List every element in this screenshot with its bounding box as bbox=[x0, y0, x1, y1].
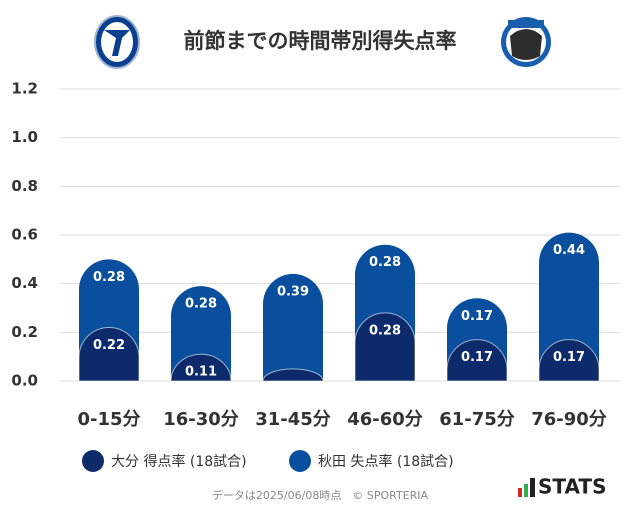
legend-swatch bbox=[289, 450, 311, 472]
chart-title: 前節までの時間帯別得失点率 bbox=[184, 29, 457, 53]
bar-segment bbox=[78, 327, 140, 382]
bar-segment bbox=[538, 339, 600, 382]
brand: STATS bbox=[538, 475, 606, 499]
data-label: 0.28 bbox=[369, 255, 401, 270]
y-tick-label: 1.2 bbox=[11, 80, 38, 98]
x-tick-label: 31-45分 bbox=[255, 409, 331, 430]
x-tick-label: 16-30分 bbox=[163, 409, 239, 430]
y-tick-label: 1.0 bbox=[11, 128, 38, 146]
bar-segment bbox=[263, 273, 323, 381]
legend-label: 秋田 失点率 (18試合) bbox=[318, 453, 454, 470]
legend-label: 大分 得点率 (18試合) bbox=[111, 453, 247, 470]
bar-segment bbox=[354, 312, 416, 382]
data-label: 0.11 bbox=[185, 365, 217, 380]
data-label: 0.28 bbox=[369, 323, 401, 338]
y-tick-label: 0.2 bbox=[11, 323, 38, 341]
x-tick-label: 0-15分 bbox=[77, 409, 140, 430]
data-label: 0.28 bbox=[93, 270, 125, 285]
data-label: 0.17 bbox=[553, 350, 585, 365]
x-tick-label: 76-90分 bbox=[531, 409, 607, 430]
y-tick-label: 0.8 bbox=[11, 177, 38, 195]
bar-segment bbox=[262, 368, 324, 382]
x-tick-label: 46-60分 bbox=[347, 409, 423, 430]
bar-segment bbox=[170, 353, 232, 382]
data-label: 0.17 bbox=[461, 309, 493, 324]
brand-logo bbox=[518, 478, 535, 497]
data-label: 0.28 bbox=[185, 297, 217, 312]
data-label: 0.22 bbox=[93, 338, 125, 353]
x-tick-label: 61-75分 bbox=[439, 409, 515, 430]
y-tick-label: 0.4 bbox=[11, 274, 38, 292]
data-label: 0.17 bbox=[461, 350, 493, 365]
bar-segment bbox=[446, 339, 508, 382]
data-label: 0.39 bbox=[277, 284, 309, 299]
y-tick-label: 0.0 bbox=[11, 372, 38, 390]
footer: データは2025/06/08時点 © SPORTERIA bbox=[212, 488, 429, 502]
away-logo bbox=[501, 17, 551, 67]
home-logo bbox=[94, 15, 140, 69]
legend-swatch bbox=[82, 450, 104, 472]
y-tick-label: 0.6 bbox=[11, 226, 38, 244]
data-label: 0.44 bbox=[553, 243, 585, 258]
